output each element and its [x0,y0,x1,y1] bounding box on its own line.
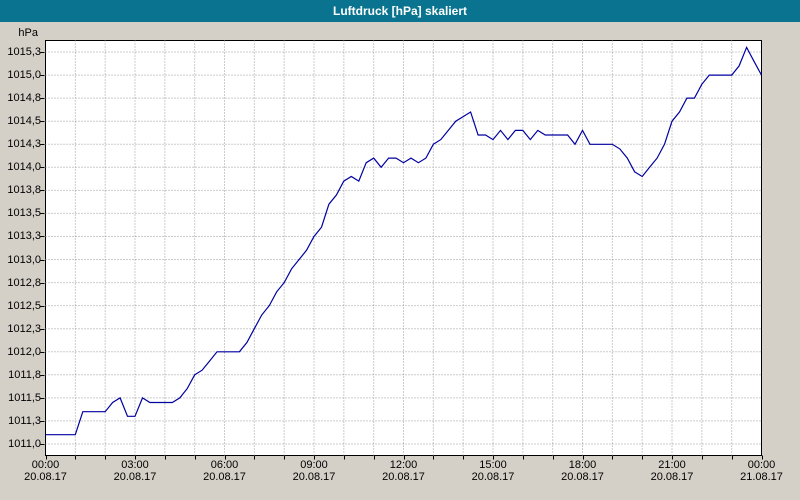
y-tick-label: 1015,3 [7,46,41,59]
y-tick-label: 1011,0 [8,437,41,450]
x-tick-time-label: 00:00 [31,459,60,471]
x-tick-time-label: 06:00 [210,459,239,471]
x-tick-date-label: 20.08.17 [24,471,67,483]
x-tick-date-label: 20.08.17 [650,471,694,483]
y-tick-label: 1014,8 [7,92,41,105]
window-title: Luftdruck [hPa] skaliert [332,4,468,18]
y-tick-label: 1011,5 [8,391,41,404]
y-tick-label: 1013,8 [7,184,41,197]
titlebar[interactable]: Luftdruck [hPa] skaliert [0,0,800,22]
y-tick-label: 1011,8 [8,368,41,381]
y-tick-label: 1013,3 [7,230,41,243]
horizontal-gridlines [45,51,762,445]
x-tick-date-label: 20.08.17 [113,471,157,483]
y-tick-label: 1014,3 [7,138,41,151]
x-tick-time-label: 18:00 [568,459,597,471]
y-tick-label: 1015,0 [7,69,41,82]
y-axis-unit-label: hPa [18,27,38,39]
x-tick-time-label: 15:00 [479,459,507,471]
axis-ticks [40,52,763,460]
y-tick-label: 1012,3 [7,322,41,335]
x-tick-date-label: 20.08.17 [471,471,515,483]
x-tick-time-label: 00:00 [747,459,776,471]
vertical-gridlines [74,40,733,456]
x-tick-time-label: 03:00 [121,459,149,471]
x-tick-date-label: 20.08.17 [292,471,336,483]
y-tick-label: 1013,0 [7,253,41,266]
y-tick-label: 1012,8 [7,276,41,289]
x-tick-time-label: 12:00 [389,459,418,471]
x-tick-time-label: 09:00 [300,459,328,471]
y-tick-label: 1014,5 [7,115,41,128]
x-tick-time-label: 21:00 [658,459,686,471]
pressure-series-line [45,45,763,436]
y-tick-label: 1013,5 [7,207,41,220]
y-tick-label: 1012,5 [7,299,41,312]
y-tick-label: 1014,0 [7,161,41,174]
x-tick-date-label: 20.08.17 [203,471,246,483]
y-tick-label: 1012,0 [7,345,41,358]
x-tick-date-label: 20.08.17 [561,471,604,483]
x-tick-date-label: 21.08.17 [740,471,783,483]
y-tick-label: 1011,3 [8,414,41,427]
x-tick-date-label: 20.08.17 [382,471,425,483]
